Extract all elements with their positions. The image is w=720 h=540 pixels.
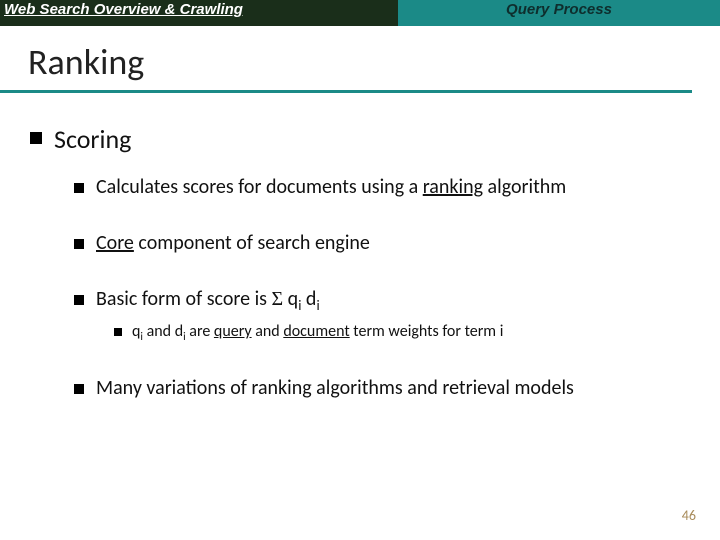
slide-header: Web Search Overview & Crawling Query Pro… — [0, 0, 720, 26]
slide: Web Search Overview & Crawling Query Pro… — [0, 0, 720, 540]
list-item: Core component of search engine — [74, 231, 690, 255]
header-right: Query Process — [398, 0, 720, 26]
bullet-icon — [114, 328, 122, 336]
bullet-icon — [74, 384, 84, 394]
slide-title: Ranking — [28, 40, 720, 84]
header-left: Web Search Overview & Crawling — [0, 0, 398, 26]
sigma-icon: Σ — [272, 288, 284, 310]
lvl1-heading: Scoring — [54, 123, 131, 155]
list-item: Basic form of score is Σ qi di qi and di… — [74, 287, 690, 344]
slide-content: Scoring Calculates scores for documents … — [0, 93, 720, 400]
bullet-text: Calculates scores for documents using a … — [96, 175, 566, 199]
title-block: Ranking — [0, 26, 720, 84]
bullet-icon — [74, 239, 84, 249]
bullet-text: Core component of search engine — [96, 231, 370, 255]
bullet-icon — [74, 295, 84, 305]
list-item: qi and di are query and document term we… — [114, 322, 690, 344]
bullet-icon — [74, 183, 84, 193]
list-item: Many variations of ranking algorithms an… — [74, 376, 690, 400]
bullet-text: qi and di are query and document term we… — [132, 322, 503, 344]
bullet-icon — [30, 132, 42, 144]
list-item: Calculates scores for documents using a … — [74, 175, 690, 199]
page-number: 46 — [682, 507, 696, 524]
bullet-text: Many variations of ranking algorithms an… — [96, 376, 574, 400]
bullet-text: Basic form of score is Σ qi di — [96, 287, 320, 314]
